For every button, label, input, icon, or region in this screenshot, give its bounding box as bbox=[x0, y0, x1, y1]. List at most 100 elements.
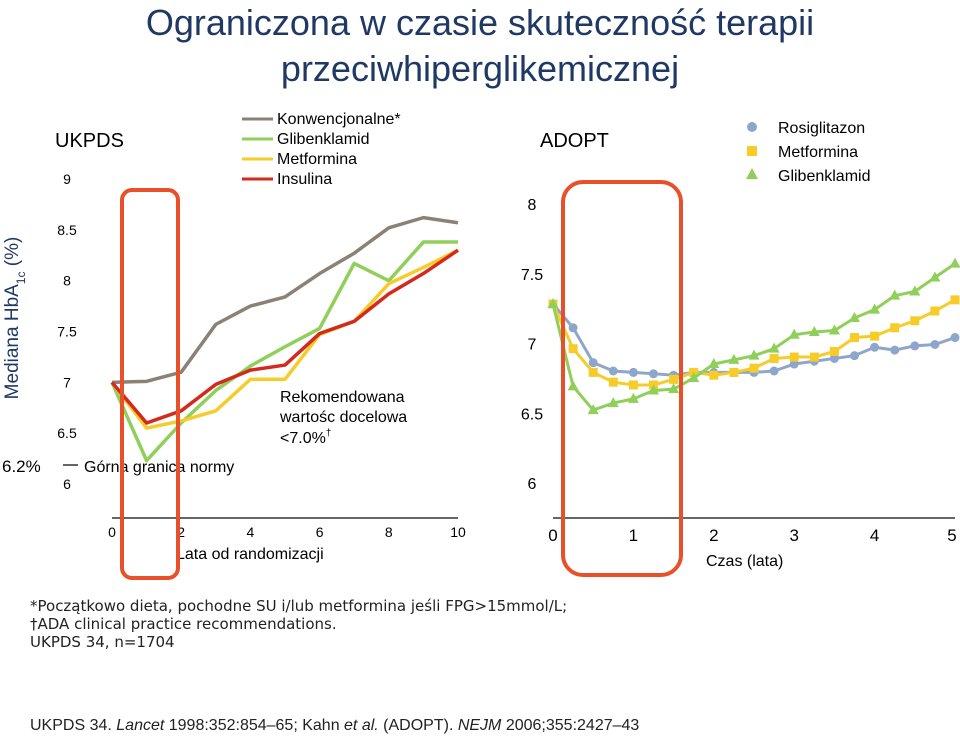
adopt-point-glibenklamid bbox=[708, 358, 720, 369]
reference-value-label: 6.2% bbox=[2, 457, 41, 476]
adopt-x-tick-label: 1 bbox=[629, 526, 638, 545]
adopt-point-metformina bbox=[870, 331, 880, 341]
adopt-point-metformina bbox=[669, 374, 679, 384]
citation-part: (ADOPT). bbox=[378, 717, 458, 734]
ukpds-panel-label: UKPDS bbox=[55, 130, 124, 152]
footnote-1: *Początkowo dieta, pochodne SU i/lub met… bbox=[30, 597, 568, 615]
adopt-legend-marker bbox=[747, 122, 757, 132]
target-annotation-line2: wartośc docelowa bbox=[279, 409, 407, 426]
adopt-point-metformina bbox=[789, 352, 799, 362]
adopt-x-tick-label: 4 bbox=[870, 526, 879, 545]
adopt-x-axis-label: Czas (lata) bbox=[706, 553, 783, 570]
adopt-point-metformina bbox=[769, 353, 779, 363]
adopt-point-glibenklamid bbox=[648, 384, 659, 395]
adopt-point-metformina bbox=[588, 367, 598, 377]
adopt-y-tick-label: 8 bbox=[528, 197, 537, 214]
adopt-point-metformina bbox=[608, 377, 618, 387]
reference-line-label: Górna granica normy bbox=[84, 459, 234, 476]
adopt-point-glibenklamid bbox=[808, 325, 820, 336]
adopt-point-glibenklamid bbox=[627, 392, 639, 403]
adopt-point-metformina bbox=[809, 352, 819, 362]
adopt-point-glibenklamid bbox=[949, 257, 960, 268]
ukpds-y-tick-label: 6.5 bbox=[57, 425, 77, 441]
ukpds-y-tick-label: 7.5 bbox=[57, 324, 77, 340]
adopt-point-glibenklamid bbox=[788, 328, 800, 339]
ukpds-x-tick-label: 6 bbox=[316, 524, 324, 540]
ukpds-legend-label: Insulina bbox=[277, 171, 332, 188]
ukpds-x-tick-label: 2 bbox=[177, 524, 185, 540]
adopt-point-glibenklamid bbox=[688, 371, 700, 382]
adopt-point-rosiglitazon bbox=[870, 342, 880, 352]
adopt-point-glibenklamid bbox=[547, 298, 559, 309]
adopt-point-glibenklamid bbox=[869, 303, 881, 314]
footnote-3: UKPDS 34, n=1704 bbox=[30, 633, 175, 651]
adopt-point-glibenklamid bbox=[748, 349, 760, 360]
citation-etal: et al. bbox=[344, 717, 379, 734]
adopt-point-rosiglitazon bbox=[649, 369, 658, 379]
title-line-1: Ograniczona w czasie skuteczność terapii bbox=[145, 2, 815, 43]
adopt-point-rosiglitazon bbox=[950, 333, 960, 343]
ukpds-legend-label: Metformina bbox=[277, 151, 357, 168]
highlight-box-adopt bbox=[561, 180, 683, 577]
adopt-point-metformina bbox=[628, 380, 638, 390]
adopt-point-glibenklamid bbox=[768, 342, 780, 353]
adopt-point-glibenklamid bbox=[587, 404, 599, 415]
adopt-x-tick-label: 5 bbox=[947, 526, 956, 545]
adopt-point-rosiglitazon bbox=[568, 323, 578, 333]
adopt-legend-label: Glibenklamid bbox=[778, 168, 870, 185]
adopt-point-rosiglitazon bbox=[829, 353, 839, 363]
adopt-point-rosiglitazon bbox=[588, 358, 598, 368]
adopt-point-metformina bbox=[829, 346, 839, 356]
ukpds-x-tick-label: 8 bbox=[385, 524, 393, 540]
adopt-point-metformina bbox=[890, 323, 900, 333]
ukpds-series-line-3 bbox=[110, 248, 459, 430]
adopt-point-rosiglitazon bbox=[890, 345, 900, 355]
adopt-point-glibenklamid bbox=[607, 397, 619, 408]
ukpds-x-tick-label: 10 bbox=[450, 524, 466, 540]
citation-part: 1998:352:854–65; Kahn bbox=[164, 717, 345, 734]
adopt-y-tick-label: 6 bbox=[528, 476, 537, 493]
citation-part: 2006;355:2427–43 bbox=[501, 717, 640, 734]
y-axis-label: Mediana HbA1c (%) bbox=[2, 237, 28, 400]
ukpds-series-line-1 bbox=[111, 215, 459, 385]
ukpds-legend-label: Glibenklamid bbox=[277, 131, 369, 148]
adopt-point-rosiglitazon bbox=[850, 351, 859, 361]
adopt-y-tick-label: 7.5 bbox=[521, 267, 543, 284]
adopt-legend-label: Metformina bbox=[778, 144, 858, 161]
footnote-2: †ADA clinical practice recommendations. bbox=[30, 615, 337, 633]
adopt-point-rosiglitazon bbox=[789, 359, 799, 369]
adopt-x-tick-label: 3 bbox=[789, 526, 798, 545]
adopt-x-tick-label: 0 bbox=[548, 526, 557, 545]
ukpds-series-line-4 bbox=[110, 248, 459, 425]
ukpds-y-tick-label: 8 bbox=[63, 273, 71, 289]
adopt-y-tick-label: 6.5 bbox=[521, 406, 543, 423]
adopt-point-glibenklamid bbox=[929, 271, 941, 282]
adopt-legend-marker bbox=[746, 168, 758, 179]
adopt-point-metformina bbox=[910, 316, 920, 326]
ukpds-series-line-2 bbox=[110, 240, 458, 463]
citation-journal: NEJM bbox=[457, 717, 502, 734]
ukpds-x-tick-label: 4 bbox=[247, 524, 255, 540]
adopt-point-glibenklamid bbox=[849, 311, 860, 322]
adopt-point-glibenklamid bbox=[889, 289, 901, 300]
adopt-point-rosiglitazon bbox=[930, 340, 940, 349]
adopt-x-tick-label: 2 bbox=[709, 526, 718, 545]
citation-journal: Lancet bbox=[116, 717, 165, 734]
adopt-point-glibenklamid bbox=[728, 353, 740, 364]
ukpds-x-tick-label: 0 bbox=[108, 524, 116, 540]
adopt-point-metformina bbox=[568, 344, 578, 354]
citation-part: UKPDS 34. bbox=[30, 717, 117, 734]
adopt-legend-label: Rosiglitazon bbox=[778, 120, 865, 137]
adopt-y-tick-label: 7 bbox=[528, 337, 537, 354]
target-annotation-line1: Rekomendowana bbox=[280, 389, 405, 406]
adopt-point-glibenklamid bbox=[828, 324, 840, 335]
adopt-point-glibenklamid bbox=[567, 380, 579, 391]
adopt-point-glibenklamid bbox=[909, 285, 921, 296]
adopt-panel-label: ADOPT bbox=[540, 130, 609, 152]
target-annotation-line3: <7.0%† bbox=[280, 428, 331, 447]
ukpds-x-axis-label: Lata od randomizacji bbox=[176, 546, 324, 563]
adopt-point-metformina bbox=[850, 333, 859, 343]
title-line-2: przeciwhiperglikemicznej bbox=[280, 48, 680, 89]
ukpds-y-tick-label: 7 bbox=[63, 374, 71, 390]
